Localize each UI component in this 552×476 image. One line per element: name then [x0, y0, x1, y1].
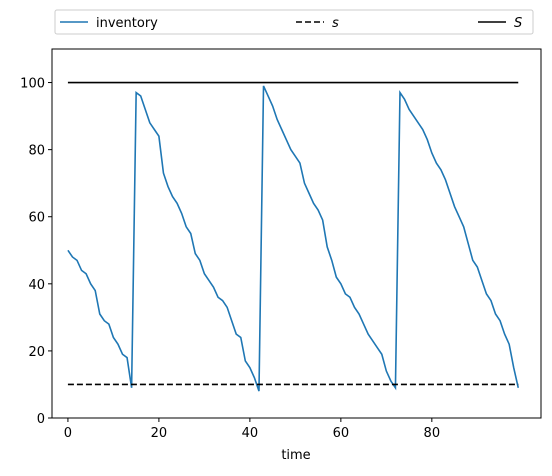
x-tick-label: 40 — [242, 426, 259, 441]
y-tick-label: 20 — [28, 345, 45, 360]
x-tick-label: 0 — [64, 426, 72, 441]
x-tick-label: 60 — [333, 426, 350, 441]
legend-label: S — [514, 16, 522, 31]
y-tick-label: 80 — [28, 144, 45, 159]
x-axis-label: time — [281, 448, 310, 463]
legend-frame — [54, 9, 534, 35]
plot-frame — [51, 48, 542, 419]
series-line — [67, 85, 520, 392]
y-tick-label: 60 — [28, 211, 45, 226]
legend: inventory s S — [54, 9, 534, 35]
y-tick-label: 40 — [28, 278, 45, 293]
x-tick-label: 80 — [424, 426, 441, 441]
y-tick-label: 0 — [37, 412, 45, 427]
x-tick-label: 20 — [151, 426, 168, 441]
legend-label: s — [332, 16, 339, 31]
legend-label: inventory — [96, 16, 158, 31]
y-tick-label: 100 — [20, 77, 45, 92]
